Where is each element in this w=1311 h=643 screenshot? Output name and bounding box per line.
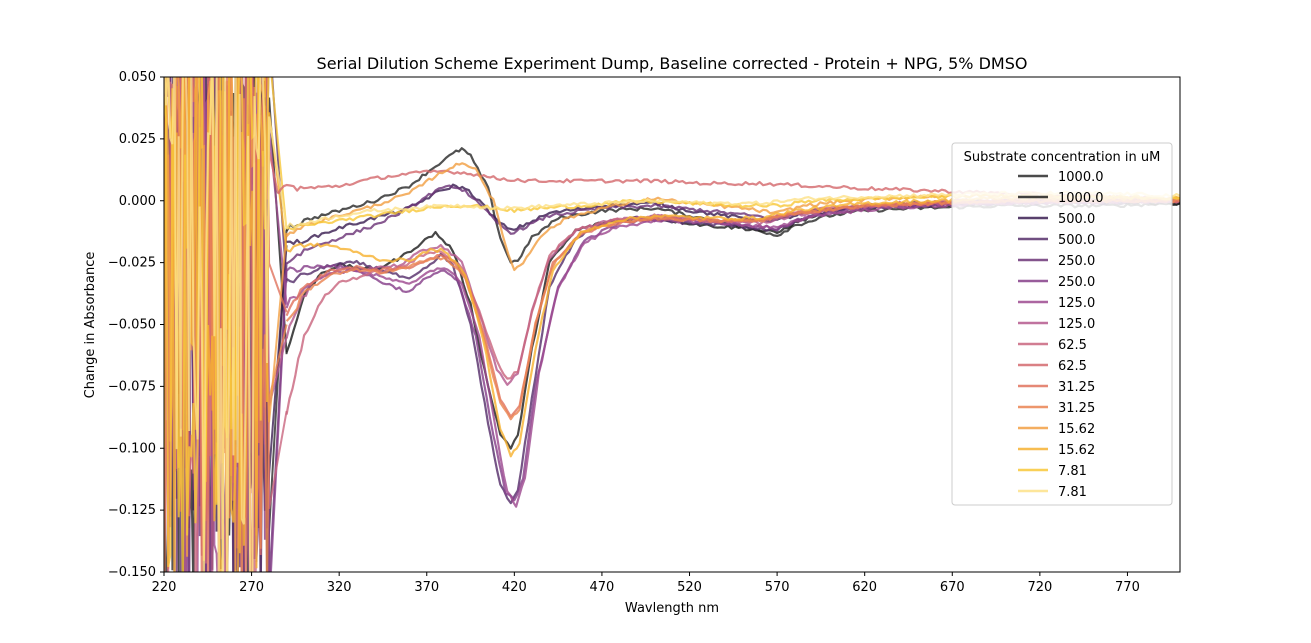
x-tick-label: 720	[1027, 580, 1052, 595]
legend-label: 15.62	[1058, 422, 1095, 437]
legend-label: 31.25	[1058, 380, 1095, 395]
legend-label: 125.0	[1058, 296, 1095, 311]
legend-label: 15.62	[1058, 443, 1095, 458]
y-tick-label: −0.100	[108, 441, 156, 456]
y-tick-label: −0.075	[108, 379, 156, 394]
x-tick-label: 470	[590, 580, 615, 595]
y-tick-label: 0.025	[119, 132, 156, 147]
noise-region	[164, 77, 288, 572]
legend-label: 500.0	[1058, 212, 1095, 227]
legend-label: 250.0	[1058, 254, 1095, 269]
legend-label: 500.0	[1058, 233, 1095, 248]
legend-label: 7.81	[1058, 464, 1087, 479]
legend-title: Substrate concentration in uM	[964, 150, 1161, 165]
x-axis: 220 270 320 370 420 470 520 570 620 670 720 770	[152, 572, 1140, 595]
legend-label: 62.5	[1058, 359, 1087, 374]
legend-label: 7.81	[1058, 485, 1087, 500]
legend-label: 125.0	[1058, 317, 1095, 332]
legend-box	[951, 142, 1173, 506]
legend-label: 250.0	[1058, 275, 1095, 290]
y-axis: 0.050 0.025 0.000 −0.025 −0.050 −0.075 −0.100 −…	[108, 70, 164, 580]
legend: Substrate concentration in uM 1000.0 1000…	[951, 142, 1173, 506]
y-tick-label: 0.000	[119, 194, 156, 209]
x-tick-label: 270	[239, 580, 264, 595]
y-tick-label: −0.050	[108, 318, 156, 333]
x-tick-label: 370	[414, 580, 439, 595]
x-tick-label: 620	[852, 580, 877, 595]
y-axis-label: Change in Absorbance	[83, 252, 98, 399]
x-tick-label: 570	[765, 580, 790, 595]
x-tick-label: 220	[152, 580, 177, 595]
legend-label: 1000.0	[1058, 170, 1104, 185]
x-tick-label: 420	[502, 580, 527, 595]
chart-title: Serial Dilution Scheme Experiment Dump, …	[317, 54, 1028, 73]
x-tick-label: 520	[677, 580, 702, 595]
y-tick-label: −0.125	[108, 503, 156, 518]
x-axis-label: Wavlength nm	[625, 601, 719, 616]
x-tick-label: 320	[327, 580, 352, 595]
legend-label: 62.5	[1058, 338, 1087, 353]
legend-label: 1000.0	[1058, 191, 1104, 206]
y-tick-label: 0.050	[119, 70, 156, 85]
y-tick-label: −0.150	[108, 565, 156, 580]
legend-label: 31.25	[1058, 401, 1095, 416]
series-noise-line	[164, 77, 288, 572]
x-tick-label: 770	[1115, 580, 1140, 595]
y-tick-label: −0.025	[108, 256, 156, 271]
x-tick-label: 670	[940, 580, 965, 595]
